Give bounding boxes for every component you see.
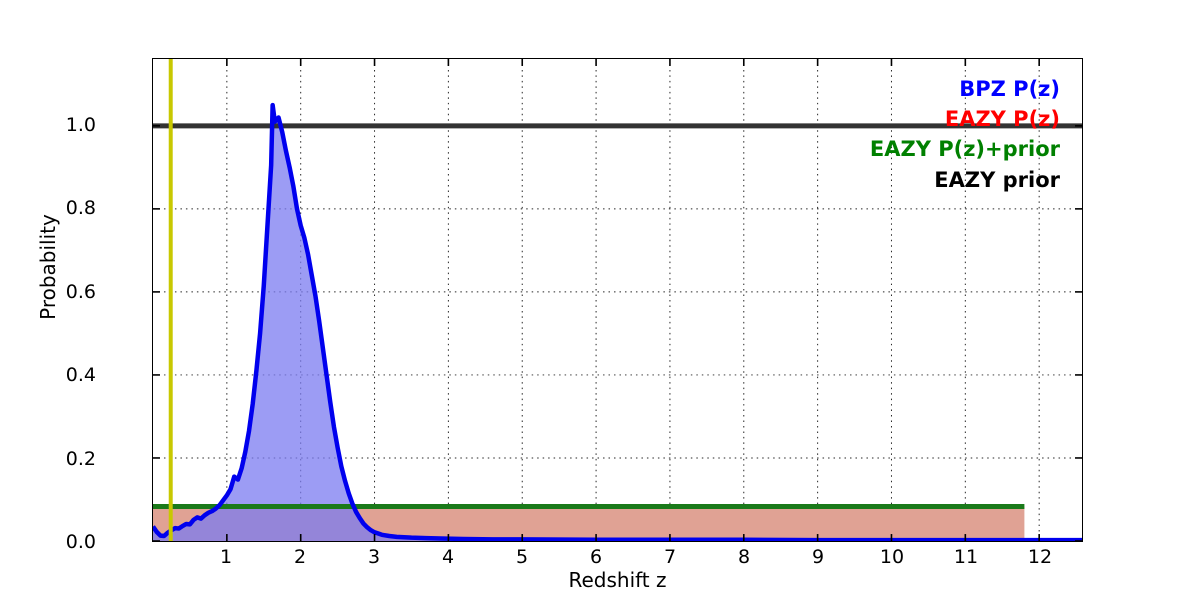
xtick-label-10: 10 xyxy=(879,546,905,568)
y-axis-label: Probability xyxy=(36,214,60,320)
xtick-label-2: 2 xyxy=(293,546,307,568)
xtick-label-8: 8 xyxy=(737,546,751,568)
plot-svg xyxy=(153,59,1082,541)
legend-entry-bpz: BPZ P(z) xyxy=(959,77,1060,101)
ytick-label-1: 0.2 xyxy=(65,447,96,470)
xtick-label-12: 12 xyxy=(1027,546,1053,568)
bpz-pz-line xyxy=(153,102,1082,541)
legend-entry-prior: EAZY prior xyxy=(934,167,1060,192)
xtick-label-6: 6 xyxy=(589,546,603,568)
plot-area xyxy=(152,58,1083,542)
xtick-label-3: 3 xyxy=(367,546,381,568)
ytick-label-3: 0.6 xyxy=(65,280,96,303)
tick-marks xyxy=(153,59,1082,541)
legend: BPZ P(z) EAZY P(z) EAZY P(z)+prior EAZY … xyxy=(870,74,1060,195)
ytick-label-4: 0.8 xyxy=(65,197,96,220)
ytick-label-0: 0.0 xyxy=(65,531,96,553)
ytick-label-5: 1.0 xyxy=(65,114,96,136)
ytick-label-2: 0.4 xyxy=(65,364,96,387)
xtick-label-4: 4 xyxy=(441,546,455,568)
xtick-label-9: 9 xyxy=(811,546,825,568)
xtick-label-5: 5 xyxy=(515,546,529,568)
legend-entry-eazy: EAZY P(z) xyxy=(944,107,1060,132)
xtick-label-7: 7 xyxy=(663,546,677,568)
xtick-label-1: 1 xyxy=(219,546,233,568)
legend-entry-eazy-prior: EAZY P(z)+prior xyxy=(869,137,1060,162)
xtick-label-11: 11 xyxy=(953,546,979,568)
x-axis-label: Redshift z xyxy=(568,568,667,592)
bpz-pz-fill xyxy=(153,105,1082,541)
